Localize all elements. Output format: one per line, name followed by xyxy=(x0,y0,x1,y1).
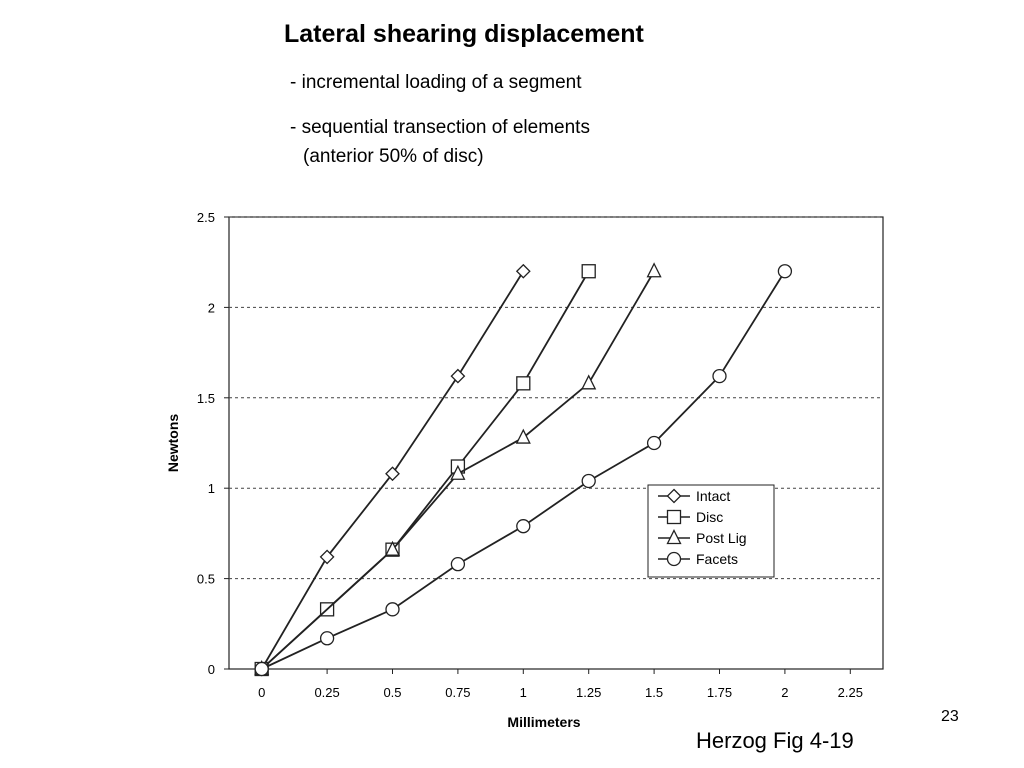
legend-label-intact: Intact xyxy=(696,488,730,504)
y-axis-label: Newtons xyxy=(165,414,181,473)
y-tick-label: 1.5 xyxy=(197,391,215,406)
slide-number: 23 xyxy=(941,708,959,725)
data-point-post-lig xyxy=(646,262,662,278)
data-point-disc xyxy=(581,264,596,279)
data-point-intact xyxy=(450,368,466,384)
x-tick-label: 1.5 xyxy=(645,685,663,700)
data-point-facets xyxy=(319,631,335,646)
x-tick-label: 0.25 xyxy=(314,685,339,700)
plot-area xyxy=(228,216,884,670)
x-tick-label: 2 xyxy=(781,685,788,700)
bullet-subtext: (anterior 50% of disc) xyxy=(303,146,484,167)
legend-label-facets: Facets xyxy=(696,551,738,567)
data-point-post-lig xyxy=(515,428,531,444)
bullet-sequential-transection: - sequential transection of elements xyxy=(290,117,590,138)
data-point-facets xyxy=(646,435,662,451)
x-tick-label: 0.5 xyxy=(383,685,401,700)
data-point-facets xyxy=(777,264,793,279)
legend: Intact Disc Post Lig Facets xyxy=(647,484,775,578)
x-tick-label: 0 xyxy=(258,685,265,700)
y-tick-label: 2.5 xyxy=(197,210,215,225)
data-point-facets xyxy=(712,368,727,384)
x-tick-label: 1.25 xyxy=(576,685,601,700)
legend-marker-post-lig xyxy=(666,529,682,545)
data-point-intact xyxy=(515,263,531,279)
data-point-facets xyxy=(450,556,466,572)
y-tick-label: 1 xyxy=(208,481,215,496)
data-point-post-lig xyxy=(384,540,401,556)
x-tick-label: 1.75 xyxy=(707,685,732,700)
data-point-post-lig xyxy=(581,374,597,390)
data-point-post-lig xyxy=(450,464,466,480)
x-tick-label: 2.25 xyxy=(838,685,863,700)
legend-marker-disc xyxy=(666,509,682,525)
data-point-intact xyxy=(319,549,335,565)
bullet-incremental-loading: - incremental loading of a segment xyxy=(290,72,582,93)
x-tick-label: 0.75 xyxy=(445,685,470,700)
data-point-disc xyxy=(516,376,531,391)
x-tick-label: 1 xyxy=(520,685,527,700)
data-point-facets xyxy=(516,519,531,534)
y-tick-label: 0.5 xyxy=(197,572,215,587)
data-point-facets xyxy=(385,602,400,617)
series-line-post-lig xyxy=(261,270,655,670)
y-tick-label: 2 xyxy=(208,300,215,315)
series-post-lig xyxy=(254,262,662,676)
x-axis-label: Millimeters xyxy=(507,714,580,730)
data-point-intact xyxy=(385,466,400,482)
legend-marker-intact xyxy=(666,488,682,504)
legend-label-disc: Disc xyxy=(696,509,723,525)
figure-credit: Herzog Fig 4-19 xyxy=(696,728,854,753)
legend-marker-facets xyxy=(666,551,682,567)
series-facets xyxy=(254,264,793,677)
legend-label-post-lig: Post Lig xyxy=(696,530,747,546)
data-point-facets xyxy=(581,473,596,489)
slide-title: Lateral shearing displacement xyxy=(284,20,644,48)
y-tick-label: 0 xyxy=(208,662,215,677)
data-point-facets xyxy=(254,661,269,677)
